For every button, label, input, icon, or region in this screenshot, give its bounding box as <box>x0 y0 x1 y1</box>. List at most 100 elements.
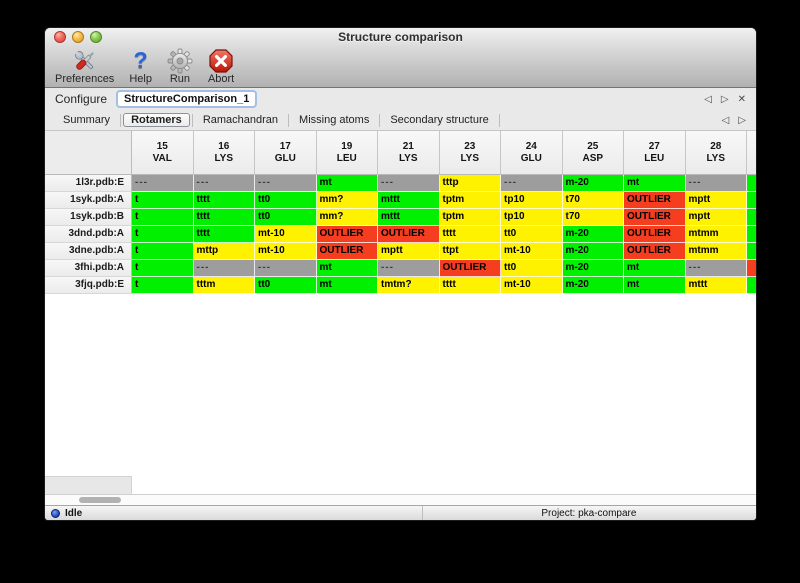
rotamer-cell-partial[interactable] <box>747 192 756 209</box>
abort-button[interactable]: Abort <box>208 47 234 85</box>
rotamer-cell[interactable]: OUTLIER <box>624 209 686 226</box>
row-header-1syk-pdb-A[interactable]: 1syk.pdb:A <box>45 192 132 209</box>
tab-rotamers[interactable]: Rotamers <box>123 113 190 127</box>
rotamer-cell[interactable]: tt0 <box>255 209 317 226</box>
rotamer-cell[interactable]: mt-10 <box>255 243 317 260</box>
rotamer-cell[interactable]: mt <box>316 277 378 294</box>
rotamer-cell[interactable]: mt-10 <box>255 226 317 243</box>
rotamer-cell-partial[interactable] <box>747 243 756 260</box>
rotamer-cell[interactable]: mt-10 <box>501 243 563 260</box>
rotamer-cell[interactable]: tp10 <box>501 192 563 209</box>
rotamer-cell-partial[interactable] <box>747 260 756 277</box>
rotamer-cell[interactable]: tt0 <box>501 260 563 277</box>
rotamer-cell[interactable]: mtmm <box>685 243 747 260</box>
rotamer-cell[interactable]: t <box>132 209 194 226</box>
rotamer-cell[interactable]: --- <box>378 175 440 192</box>
rotamer-cell[interactable]: --- <box>685 175 747 192</box>
rotamer-cell[interactable]: mtmm <box>685 226 747 243</box>
rotamer-cell[interactable]: t <box>132 226 194 243</box>
rotamer-cell[interactable]: mttt <box>378 209 440 226</box>
rotamer-cell[interactable]: --- <box>378 260 440 277</box>
rotamer-cell[interactable]: OUTLIER <box>624 192 686 209</box>
prev-tab-icon[interactable]: ◁ <box>721 114 730 126</box>
configure-name-field[interactable]: StructureComparison_1 <box>116 90 258 108</box>
rotamer-cell[interactable]: tt0 <box>255 277 317 294</box>
rotamer-cell[interactable]: mm? <box>316 209 378 226</box>
column-header-16-lys[interactable]: 16 LYS <box>193 131 255 175</box>
rotamer-cell[interactable]: mt <box>624 277 686 294</box>
rotamer-cell[interactable]: mttt <box>685 277 747 294</box>
row-header-1syk-pdb-B[interactable]: 1syk.pdb:B <box>45 209 132 226</box>
rotamer-cell[interactable]: mttp <box>193 243 255 260</box>
rotamer-cell[interactable]: OUTLIER <box>439 260 501 277</box>
rotamer-cell[interactable]: tt0 <box>255 192 317 209</box>
column-header-27-leu[interactable]: 27 LEU <box>624 131 686 175</box>
rotamer-cell[interactable]: mm? <box>316 192 378 209</box>
rotamer-cell[interactable]: t70 <box>562 192 624 209</box>
tab-ramachandran[interactable]: Ramachandran <box>202 114 279 126</box>
run-button[interactable]: Run <box>167 47 193 85</box>
preferences-button[interactable]: Preferences <box>55 47 114 85</box>
column-header-25-asp[interactable]: 25 ASP <box>562 131 624 175</box>
rotamer-cell[interactable]: ttpt <box>439 243 501 260</box>
rotamer-cell[interactable]: --- <box>132 175 194 192</box>
column-header-23-lys[interactable]: 23 LYS <box>439 131 501 175</box>
rotamer-cell[interactable]: mt-10 <box>501 277 563 294</box>
row-header-3dne-pdb-A[interactable]: 3dne.pdb:A <box>45 243 132 260</box>
tab-summary[interactable]: Summary <box>63 114 111 126</box>
rotamer-cell[interactable]: m-20 <box>562 260 624 277</box>
rotamer-cell[interactable]: --- <box>685 260 747 277</box>
tab-missing-atoms[interactable]: Missing atoms <box>299 114 370 126</box>
rotamer-cell[interactable]: tptm <box>439 192 501 209</box>
rotamer-cell-partial[interactable] <box>747 277 756 294</box>
rotamer-cell[interactable]: t <box>132 260 194 277</box>
rotamer-cell[interactable]: --- <box>193 260 255 277</box>
rotamer-cell[interactable]: t <box>132 277 194 294</box>
row-header-3fhi-pdb-A[interactable]: 3fhi.pdb:A <box>45 260 132 277</box>
rotamer-cell[interactable]: t <box>132 192 194 209</box>
minimize-window-button[interactable] <box>72 31 84 43</box>
column-header-15-val[interactable]: 15 VAL <box>132 131 194 175</box>
rotamer-cell[interactable]: tttt <box>439 226 501 243</box>
rotamer-cell[interactable]: tttp <box>439 175 501 192</box>
rotamer-cell[interactable]: OUTLIER <box>316 243 378 260</box>
rotamer-cell[interactable]: mt <box>624 175 686 192</box>
tab-secondary-structure[interactable]: Secondary structure <box>390 114 489 126</box>
row-header-1l3r-pdb-E[interactable]: 1l3r.pdb:E <box>45 175 132 192</box>
close-configure-icon[interactable]: ✕ <box>737 93 746 105</box>
column-header-21-lys[interactable]: 21 LYS <box>378 131 440 175</box>
rotamer-cell[interactable]: t <box>132 243 194 260</box>
rotamer-cell[interactable]: tttt <box>193 192 255 209</box>
close-window-button[interactable] <box>54 31 66 43</box>
rotamer-cell[interactable]: OUTLIER <box>378 226 440 243</box>
zoom-window-button[interactable] <box>90 31 102 43</box>
rotamer-cell[interactable]: OUTLIER <box>624 243 686 260</box>
rotamer-cell[interactable]: mptt <box>685 209 747 226</box>
rotamer-cell[interactable]: mptt <box>378 243 440 260</box>
rotamer-cell[interactable]: tttm <box>193 277 255 294</box>
help-button[interactable]: ? Help <box>129 47 152 85</box>
rotamer-cell[interactable]: tttt <box>193 209 255 226</box>
rotamer-cell[interactable]: m-20 <box>562 243 624 260</box>
rotamer-cell[interactable]: m-20 <box>562 226 624 243</box>
rotamer-cell[interactable]: tt0 <box>501 226 563 243</box>
rotamer-cell-partial[interactable] <box>747 226 756 243</box>
rotamer-cell-partial[interactable] <box>747 209 756 226</box>
horizontal-scrollbar[interactable] <box>45 494 756 505</box>
rotamer-cell[interactable]: --- <box>193 175 255 192</box>
column-header-24-glu[interactable]: 24 GLU <box>501 131 563 175</box>
prev-configure-icon[interactable]: ◁ <box>704 93 712 105</box>
rotamer-cell[interactable]: mt <box>624 260 686 277</box>
rotamer-cell[interactable]: tttt <box>193 226 255 243</box>
row-header-3dnd-pdb-A[interactable]: 3dnd.pdb:A <box>45 226 132 243</box>
rotamer-cell[interactable]: --- <box>255 175 317 192</box>
rotamer-cell[interactable]: tp10 <box>501 209 563 226</box>
rotamer-cell[interactable]: mt <box>316 175 378 192</box>
rotamer-cell[interactable]: mttt <box>378 192 440 209</box>
rotamer-cell[interactable]: m-20 <box>562 277 624 294</box>
row-header-3fjq-pdb-E[interactable]: 3fjq.pdb:E <box>45 277 132 294</box>
rotamer-cell[interactable]: tmtm? <box>378 277 440 294</box>
rotamer-cell[interactable]: mt <box>316 260 378 277</box>
rotamer-cell-partial[interactable] <box>747 175 756 192</box>
rotamer-cell[interactable]: OUTLIER <box>624 226 686 243</box>
